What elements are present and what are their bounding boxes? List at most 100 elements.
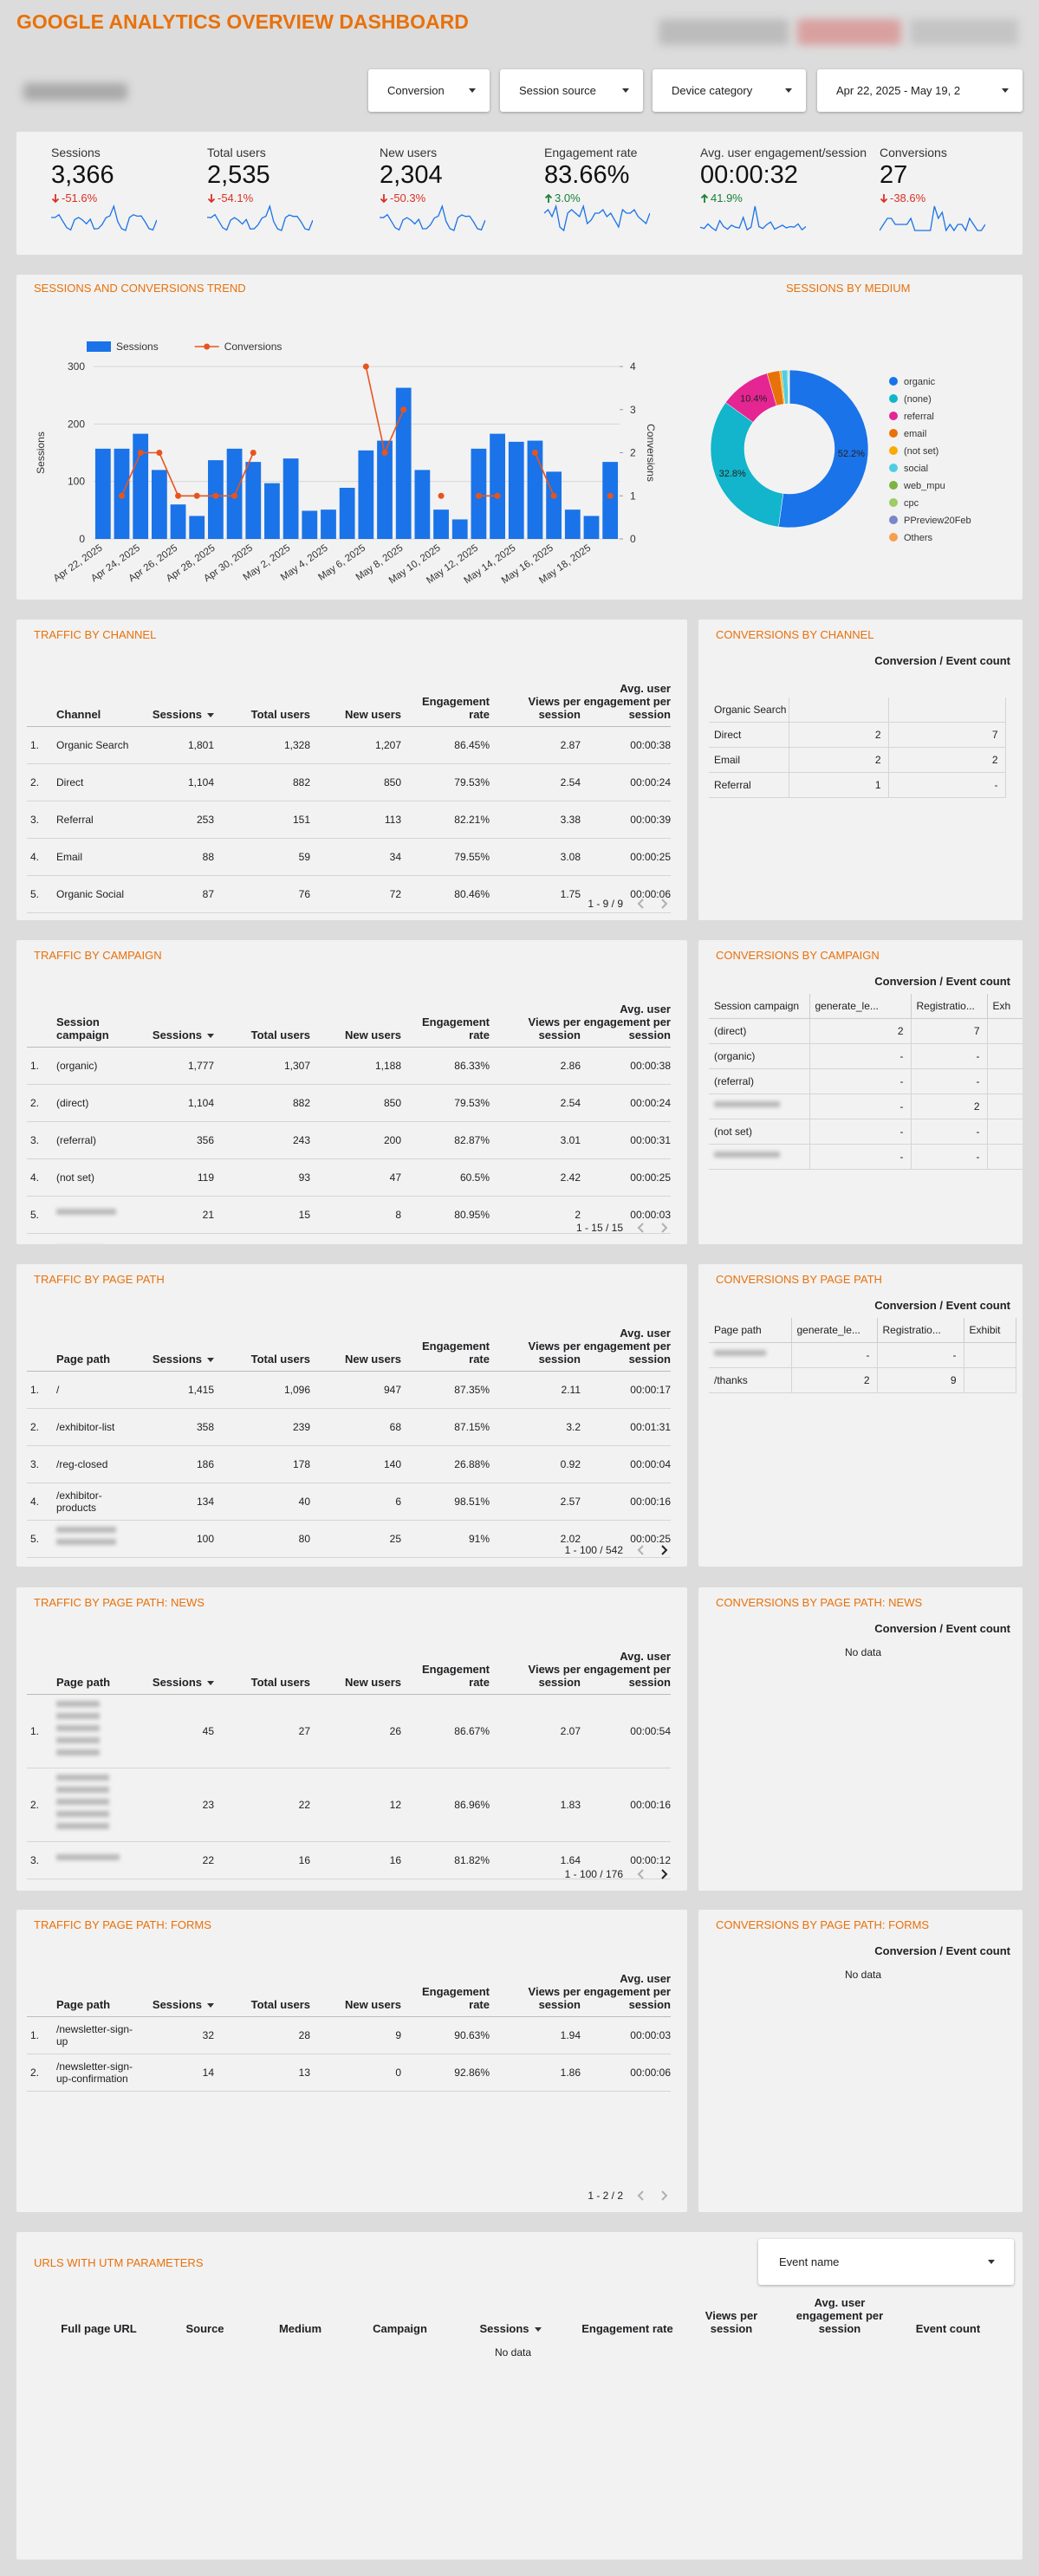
cell-text: /newsletter-sign-up-confirmation <box>56 2060 133 2085</box>
cell-text: 3.38 <box>560 814 581 826</box>
panel-title: URLS WITH UTM PARAMETERS <box>34 2256 204 2269</box>
column-header[interactable]: Avg. user engagement per session <box>581 682 671 727</box>
column-header[interactable]: Sessions <box>138 1972 214 2017</box>
sessions-bar <box>527 440 543 539</box>
column-header[interactable]: Channel <box>51 682 138 727</box>
table-cell: 119 <box>138 1158 214 1197</box>
conversions-point <box>494 492 501 499</box>
column-header[interactable]: Avg. user engagement per session <box>581 1002 671 1048</box>
column-header[interactable]: Sessions <box>138 682 214 727</box>
filter-dropdown[interactable]: Session source <box>500 69 643 112</box>
column-header[interactable]: Page path <box>51 1327 138 1372</box>
column-header[interactable]: Avg. user engagement per session <box>581 1327 671 1372</box>
next-page[interactable] <box>659 1868 668 1880</box>
previous-page[interactable] <box>637 2190 646 2202</box>
column-header[interactable]: Total users <box>214 1972 310 2017</box>
column-header[interactable]: Views per session <box>490 1972 581 2017</box>
next-page[interactable] <box>659 898 668 910</box>
table-cell: 93 <box>214 1158 310 1197</box>
legend-dot <box>889 464 898 472</box>
column-header[interactable]: Engagement rate <box>401 1327 490 1372</box>
column-header[interactable]: Source <box>164 2296 246 2335</box>
table-cell: 356 <box>138 1121 214 1159</box>
cell-text: 98.51% <box>454 1496 490 1508</box>
next-page[interactable] <box>659 2190 668 2202</box>
y-axis-title: Sessions <box>35 431 47 474</box>
conversions-point <box>381 450 388 456</box>
table-cell: 2.54 <box>490 763 581 801</box>
column-header[interactable]: Full page URL <box>34 2296 164 2335</box>
column-header[interactable]: Views per session <box>490 682 581 727</box>
column-header[interactable]: Engagement rate <box>401 1002 490 1048</box>
panel-title: CONVERSIONS BY PAGE PATH <box>716 1273 882 1286</box>
table-cell: 88 <box>138 838 214 876</box>
column-header[interactable]: Total users <box>214 1327 310 1372</box>
cell-text: Organic Search <box>714 704 787 716</box>
column-header[interactable]: Views per session <box>679 2296 783 2335</box>
column-header[interactable]: New users <box>310 1972 401 2017</box>
previous-page[interactable] <box>637 898 646 910</box>
column-header[interactable]: Page path <box>51 1972 138 2017</box>
conversion-table-panel: CONVERSIONS BY PAGE PATH: NEWS Conversion… <box>698 1587 1023 1891</box>
table-cell: 850 <box>310 1084 401 1122</box>
traffic-table-panel: TRAFFIC BY CAMPAIGN Session campaign Sessi… <box>16 940 687 1244</box>
table-cell <box>51 1841 138 1879</box>
column-header[interactable]: Avg. user engagement per session <box>581 1650 671 1695</box>
previous-page[interactable] <box>637 1544 646 1556</box>
cell-text: 2. <box>30 776 40 788</box>
sessions-bar <box>490 433 505 539</box>
column-header[interactable]: New users <box>310 682 401 727</box>
arrow-shape <box>700 193 709 203</box>
next-page[interactable] <box>659 1544 668 1556</box>
column-header[interactable]: Campaign <box>354 2296 445 2335</box>
table-cell: 25 <box>310 1520 401 1558</box>
column-header[interactable]: Avg. user engagement per session <box>783 2296 896 2335</box>
column-header[interactable]: Event count <box>896 2296 1000 2335</box>
previous-page[interactable] <box>637 1868 646 1880</box>
filter-dropdown[interactable]: Device category <box>653 69 806 112</box>
column-header[interactable]: Views per session <box>490 1327 581 1372</box>
header-cell <box>27 1972 51 2017</box>
column-header[interactable]: Engagement rate <box>575 2296 679 2335</box>
column-header[interactable]: Sessions <box>138 1650 214 1695</box>
filter-dropdown[interactable]: Conversion <box>368 69 490 112</box>
column-header[interactable]: New users <box>310 1002 401 1048</box>
table-cell: 200 <box>310 1121 401 1159</box>
column-header[interactable]: Total users <box>214 1650 310 1695</box>
cell-text: 82.21% <box>454 814 490 826</box>
column-header[interactable]: Sessions <box>138 1327 214 1372</box>
filter-dropdown[interactable]: Apr 22, 2025 - May 19, 2 <box>817 69 1023 112</box>
table-cell: - <box>809 1144 912 1170</box>
column-header[interactable]: Engagement rate <box>401 1650 490 1695</box>
table-cell: 151 <box>214 801 310 839</box>
column-header[interactable]: Session campaign <box>51 1002 138 1048</box>
column-header[interactable]: Total users <box>214 1002 310 1048</box>
column-header[interactable]: Sessions <box>445 2296 575 2335</box>
column-header[interactable]: Engagement rate <box>401 682 490 727</box>
event-name-dropdown[interactable]: Event name <box>758 2239 1014 2285</box>
blurred-logo <box>910 19 1018 45</box>
cell-text: 4. <box>30 851 40 863</box>
column-header[interactable]: Sessions <box>138 1002 214 1048</box>
table-cell: /exhibitor-list <box>51 1408 138 1446</box>
column-header[interactable]: Medium <box>246 2296 354 2335</box>
column-header[interactable]: Page path <box>51 1650 138 1695</box>
column-header[interactable]: Total users <box>214 682 310 727</box>
previous-page[interactable] <box>637 1222 646 1234</box>
column-header[interactable]: New users <box>310 1327 401 1372</box>
table-cell: Email <box>709 747 789 773</box>
column-header[interactable]: Avg. user engagement per session <box>581 1972 671 2017</box>
cell-text: 2 <box>897 1025 904 1037</box>
cell-text: 5. <box>30 888 40 900</box>
cell-text: 1 <box>874 779 881 791</box>
conversions-point <box>175 492 182 499</box>
column-header[interactable]: Views per session <box>490 1002 581 1048</box>
next-page[interactable] <box>659 1222 668 1234</box>
column-header[interactable]: Views per session <box>490 1650 581 1695</box>
table-head: Channel Sessions Total users New users Engag… <box>27 682 671 727</box>
column-header[interactable]: New users <box>310 1650 401 1695</box>
column-header[interactable]: Engagement rate <box>401 1972 490 2017</box>
cell-text: Direct <box>56 776 84 788</box>
dropdown-label: Event name <box>779 2255 840 2268</box>
table-cell: 82.87% <box>401 1121 490 1159</box>
